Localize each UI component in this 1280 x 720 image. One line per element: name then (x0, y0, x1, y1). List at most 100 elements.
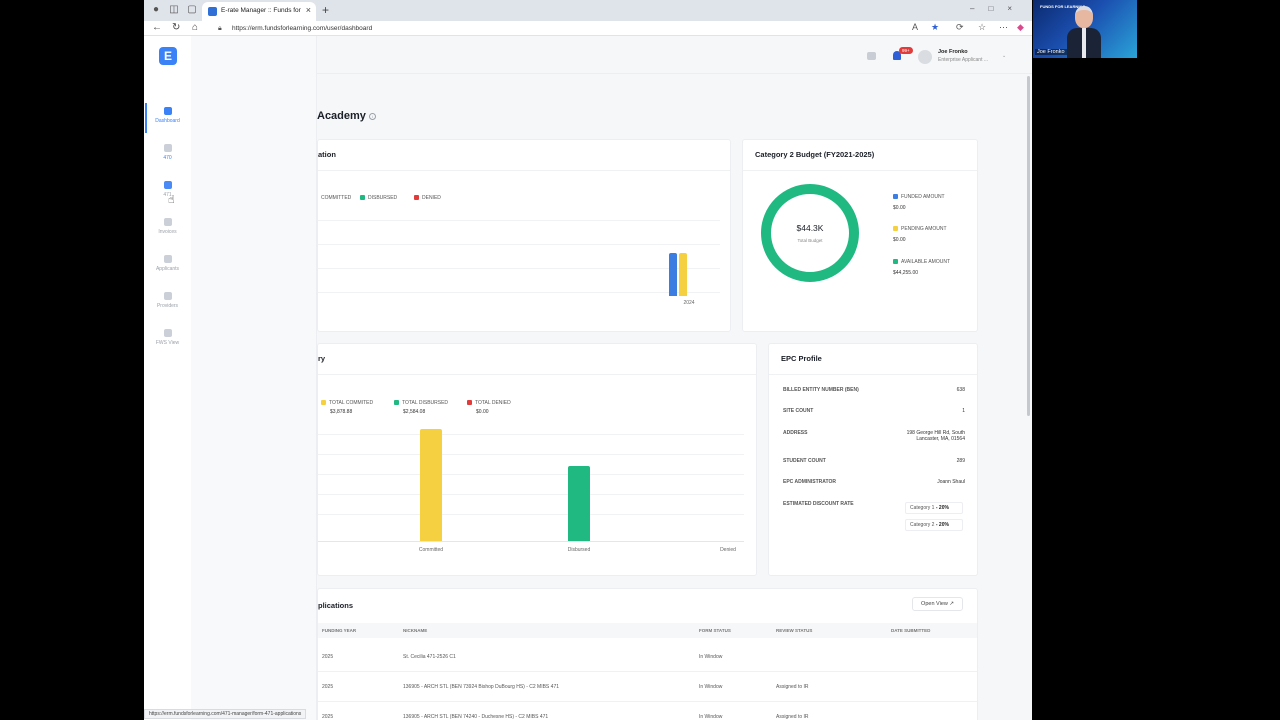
sidebar-item-providers[interactable]: Providers (144, 288, 191, 318)
legend-total-disbursed[interactable]: TOTAL DISBURSED (394, 400, 448, 406)
extensions-icon[interactable]: ⟳ (956, 22, 964, 32)
donut-total-label: Total Budget (797, 238, 823, 243)
url-field[interactable]: 🔒︎ https://erm.fundsforlearning.com/user… (218, 23, 918, 34)
read-aloud-icon[interactable]: A (912, 22, 919, 32)
epc-label: SITE COUNT (783, 408, 814, 414)
cell-form-status: In Window (699, 684, 723, 690)
column-header[interactable]: DATE SUBMITTED (891, 628, 931, 633)
rate-category-1: Category 1 - 20% (905, 502, 963, 514)
open-view-label: Open View (921, 601, 948, 607)
sidebar-item-applicants[interactable]: Applicants (144, 251, 191, 281)
legend-total-denied[interactable]: TOTAL DENIED (467, 400, 511, 406)
open-view-button[interactable]: Open View ↗ (912, 597, 963, 611)
home-icon (163, 107, 172, 115)
bar-committed[interactable] (420, 429, 442, 541)
avatar[interactable] (918, 50, 932, 64)
workspaces-icon[interactable]: ◫ (169, 4, 179, 15)
refresh-icon[interactable]: ↻ (172, 22, 181, 33)
cell-nickname[interactable]: St. Cecilia 471-2526 C1 (403, 654, 456, 660)
epc-row-discount-rate: ESTIMATED DISCOUNT RATE (783, 501, 965, 515)
grid-line (318, 220, 720, 221)
cell-nickname[interactable]: 136905 - ARCH STL (BEN 73924 Bishop DuBo… (403, 684, 560, 690)
back-icon[interactable]: ← (152, 22, 162, 33)
legend-available: AVAILABLE AMOUNT (893, 259, 950, 265)
column-header[interactable]: NICKNAME (403, 628, 428, 633)
legend-denied[interactable]: DENIED (414, 195, 441, 201)
profile-icon[interactable]: ● (152, 4, 160, 15)
cell-nickname[interactable]: 136905 - ARCH STL (BEN 74240 - Duchesne … (403, 714, 549, 720)
legend-value: $44,255.00 (893, 270, 919, 276)
favorite-star-icon[interactable]: ★ (931, 22, 940, 32)
browser-tab[interactable]: E-rate Manager :: Funds for Learn × (202, 2, 316, 21)
sidebar-item-label: 470 (163, 155, 172, 161)
cell-funding-year: 2025 (322, 714, 334, 720)
x-axis-label: 2024 (683, 300, 695, 306)
rate-label: Category 2 (910, 522, 935, 528)
donut-chart[interactable] (761, 184, 859, 282)
legend-value: $2,584.08 (403, 409, 426, 415)
chat-icon[interactable] (867, 52, 876, 60)
epc-label: EPC ADMINISTRATOR (783, 479, 836, 485)
table-row[interactable]: 2025 136905 - ARCH STL (BEN 74240 - Duch… (318, 702, 977, 720)
chevron-down-icon[interactable]: ⌄ (1002, 53, 1007, 59)
webcam-overlay: FUNDS FOR LEARNING Joe Fronko (1033, 0, 1137, 58)
epc-value: Joann Shaul (937, 479, 965, 485)
window-controls[interactable]: –□× (970, 4, 1026, 13)
sidebar-item-471[interactable]: 471 (144, 177, 191, 207)
legend-pending: PENDING AMOUNT (893, 226, 947, 232)
bar-2024-committed[interactable] (679, 253, 687, 296)
grid-line (318, 268, 720, 269)
legend-disbursed[interactable]: DISBURSED (360, 195, 397, 201)
sidebar-item-fws-view[interactable]: FWS View (144, 325, 191, 355)
sidebar-item-dashboard[interactable]: Dashboard (144, 103, 191, 133)
info-icon[interactable]: i (369, 113, 376, 120)
legend-label: DISBURSED (368, 195, 398, 201)
column-header[interactable]: REVIEW STATUS (776, 628, 813, 633)
copilot-icon[interactable]: ◆ (1017, 22, 1024, 32)
legend-label: PENDING AMOUNT (901, 226, 947, 232)
x-axis-label: Disbursed (567, 547, 591, 553)
close-tab-icon[interactable]: × (305, 5, 311, 15)
applications-card: plications Open View ↗ FUNDING YEAR NICK… (317, 588, 978, 720)
divider (743, 170, 977, 171)
column-header[interactable]: FUNDING YEAR (322, 628, 357, 633)
tab-title: E-rate Manager :: Funds for Learn (221, 7, 301, 14)
divider (318, 170, 730, 171)
tab-actions-icon[interactable]: ▢ (187, 4, 197, 15)
bell-icon[interactable] (893, 51, 901, 60)
legend-total-committed[interactable]: TOTAL COMMITED (321, 400, 373, 406)
page-scrollbar[interactable] (1027, 76, 1030, 416)
legend-swatch (321, 400, 326, 405)
legend-committed[interactable]: COMMITTED (317, 195, 352, 201)
funding-card: ation COMMITTED DISBURSED DENIED 2024 (317, 139, 731, 332)
more-menu-icon[interactable]: ⋯ (999, 22, 1008, 32)
browser-window: ● ◫ ▢ E-rate Manager :: Funds for Learn … (144, 0, 1032, 720)
favorites-icon[interactable]: ☆ (978, 22, 987, 32)
sidebar-item-invoices[interactable]: Invoices (144, 214, 191, 244)
user-name[interactable]: Joe Fronko (938, 49, 968, 55)
table-row[interactable]: 2025 St. Cecilia 471-2526 C1 In Window (318, 642, 977, 672)
legend-swatch (467, 400, 472, 405)
app-logo[interactable]: E (159, 47, 177, 65)
divider (318, 374, 756, 375)
grid-line (318, 474, 744, 475)
legend-label: COMMITTED (321, 195, 352, 201)
sidebar-item-label: Applicants (155, 266, 180, 272)
bar-2024-funded[interactable] (669, 253, 677, 296)
page-title: Academy (317, 110, 366, 122)
legend-swatch (394, 400, 399, 405)
x-axis-line (318, 541, 744, 542)
divider (769, 374, 977, 375)
legend-label: AVAILABLE AMOUNT (901, 259, 950, 265)
legend-swatch (317, 195, 318, 200)
legend-label: TOTAL DENIED (475, 400, 511, 406)
table-row[interactable]: 2025 136905 - ARCH STL (BEN 73924 Bishop… (318, 672, 977, 702)
column-header[interactable]: FORM STATUS (699, 628, 731, 633)
notification-badge: 99+ (899, 47, 913, 54)
grid-line (318, 292, 720, 293)
home-browser-icon[interactable]: ⌂ (192, 22, 199, 33)
sidebar-item-470[interactable]: 470 (144, 140, 191, 170)
bar-disbursed[interactable] (568, 466, 590, 541)
grid-line (318, 454, 744, 455)
new-tab-icon[interactable]: + (322, 3, 330, 17)
